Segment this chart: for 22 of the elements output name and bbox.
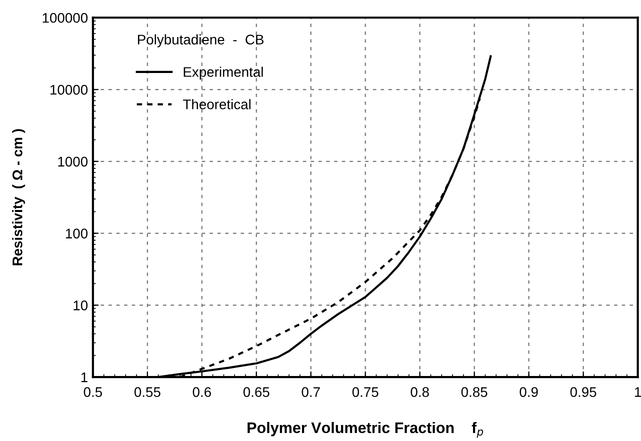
legend-label: Theoretical [183, 99, 250, 110]
x-tick-label: 0.9 [520, 387, 538, 397]
y-tick-label: 100 [66, 228, 88, 238]
x-tick-label: 0.85 [461, 387, 488, 397]
x-tick-label: 0.95 [570, 387, 596, 397]
y-tick-label: 10000 [50, 84, 88, 95]
legend-title: Polybutadiene - CB [138, 34, 264, 48]
x-tick-label: 0.5 [84, 387, 102, 397]
x-tick-label: 0.7 [302, 387, 320, 397]
x-tick-label: 0.55 [134, 387, 160, 397]
x-tick-label: 0.6 [192, 387, 211, 397]
y-axis-title: Resistivity ( Ω - cm ) [12, 129, 26, 266]
legend-label: Experimental [184, 66, 263, 80]
y-tick-label: 10 [74, 300, 88, 310]
x-tick-label: 0.8 [410, 387, 429, 397]
x-tick-label: 1 [634, 387, 641, 397]
y-tick-label: 1 [81, 372, 88, 382]
y-tick-label: 1000 [58, 156, 88, 167]
y-tick-label: 100000 [42, 12, 88, 23]
x-axis-title: Polymer Volumetric Fraction f$_{p}$ [248, 422, 484, 438]
x-tick-label: 0.75 [352, 387, 378, 397]
x-tick-label: 0.65 [243, 387, 270, 397]
